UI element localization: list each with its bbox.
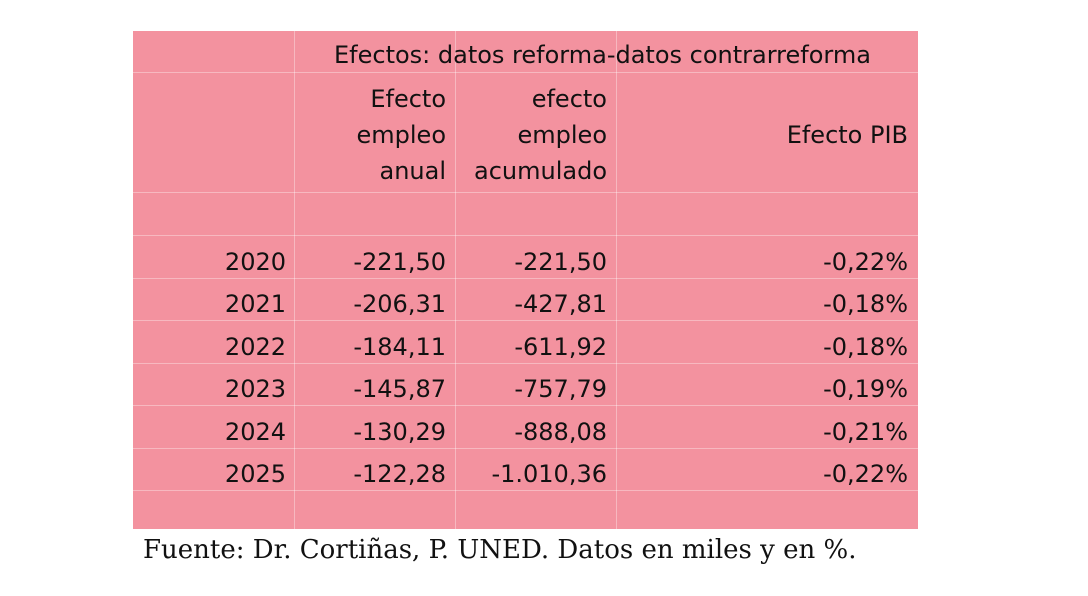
cell-efecto-pib: -0,19% (823, 375, 908, 403)
cell-efecto-empleo-anual: -122,28 (353, 460, 446, 488)
header-efecto-empleo-acumulado: efecto empleo acumulado (474, 85, 607, 185)
cell-efecto-empleo-acumulado: -221,50 (514, 248, 607, 276)
cell-year: 2025 (224, 460, 286, 488)
table-title: Efectos: datos reforma-datos contrarrefo… (334, 41, 871, 69)
source-caption: Fuente: Dr. Cortiñas, P. UNED. Datos en … (143, 535, 857, 565)
column-divider (616, 31, 617, 529)
column-divider (455, 31, 456, 529)
cell-year: 2023 (224, 375, 286, 403)
cell-year: 2024 (224, 418, 286, 446)
row-divider (133, 448, 918, 449)
cell-year: 2021 (224, 290, 286, 318)
cell-year: 2022 (224, 333, 286, 361)
row-divider (133, 363, 918, 364)
cell-efecto-empleo-anual: -130,29 (353, 418, 446, 446)
row-divider (133, 490, 918, 491)
cell-efecto-empleo-acumulado: -888,08 (514, 418, 607, 446)
cell-efecto-pib: -0,21% (823, 418, 908, 446)
row-divider (133, 405, 918, 406)
cell-efecto-empleo-acumulado: -427,81 (514, 290, 607, 318)
cell-efecto-empleo-anual: -221,50 (353, 248, 446, 276)
row-divider (133, 320, 918, 321)
cell-efecto-empleo-anual: -145,87 (353, 375, 446, 403)
cell-year: 2020 (224, 248, 286, 276)
row-divider (133, 278, 918, 279)
header-efecto-empleo-anual: Efecto empleo anual (356, 85, 447, 185)
row-divider (133, 192, 918, 193)
cell-efecto-pib: -0,22% (823, 460, 908, 488)
cell-efecto-pib: -0,22% (823, 248, 908, 276)
column-divider (294, 31, 295, 529)
cell-efecto-pib: -0,18% (823, 333, 908, 361)
row-divider (133, 72, 918, 73)
row-divider (133, 235, 918, 236)
cell-efecto-empleo-anual: -206,31 (353, 290, 446, 318)
cell-efecto-empleo-acumulado: -611,92 (514, 333, 607, 361)
header-efecto-pib: Efecto PIB (786, 121, 908, 149)
results-table: Efectos: datos reforma-datos contrarrefo… (133, 31, 918, 529)
cell-efecto-empleo-acumulado: -757,79 (514, 375, 607, 403)
cell-efecto-empleo-acumulado: -1.010,36 (491, 460, 607, 488)
cell-efecto-pib: -0,18% (823, 290, 908, 318)
cell-efecto-empleo-anual: -184,11 (353, 333, 446, 361)
